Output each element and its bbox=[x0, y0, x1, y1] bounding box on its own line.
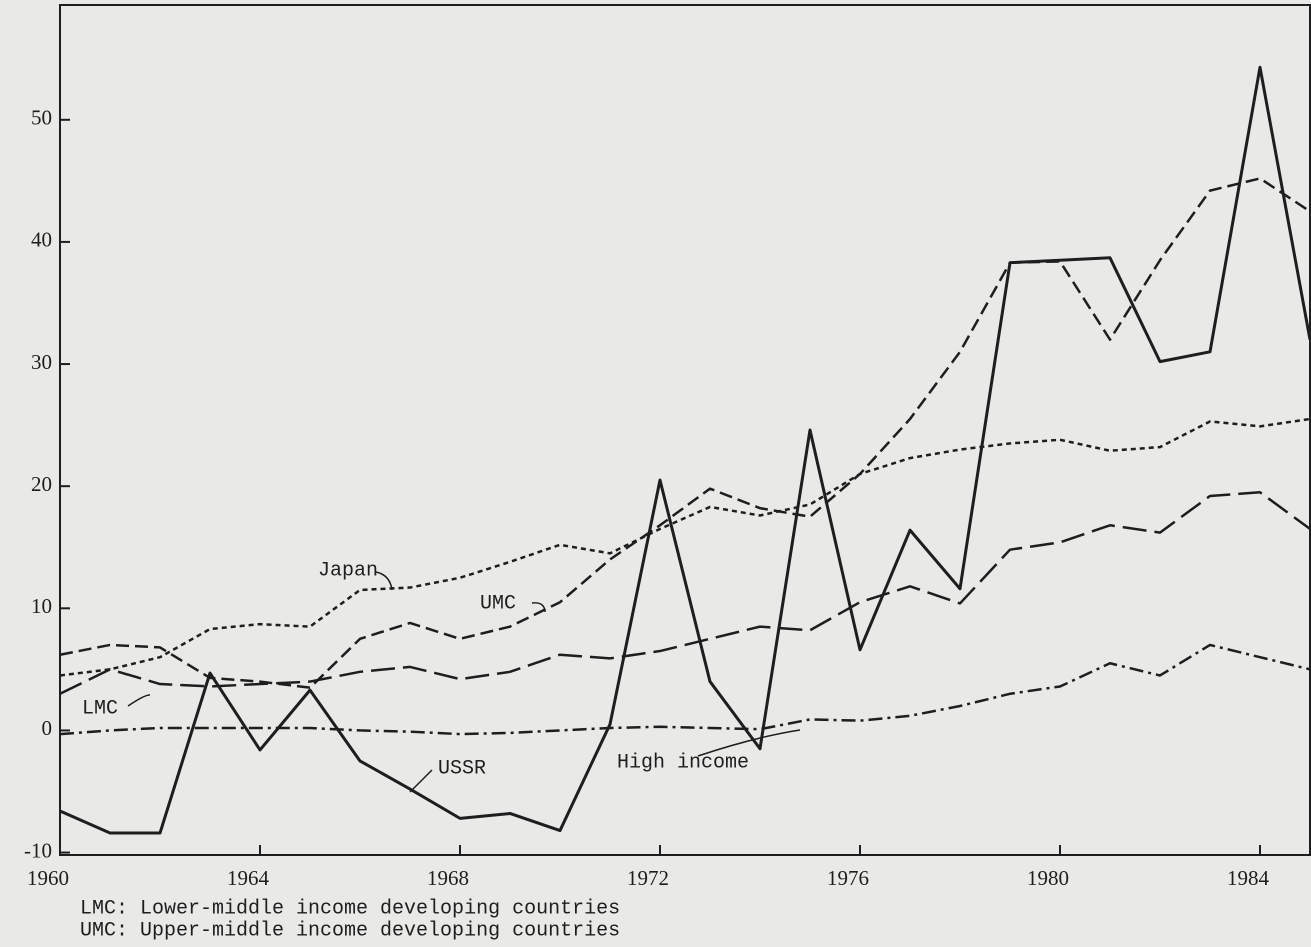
label-arrow bbox=[375, 571, 393, 591]
y-tick-label: 20 bbox=[31, 472, 52, 496]
y-tick-label: 0 bbox=[42, 716, 53, 740]
series-label: LMC bbox=[82, 697, 118, 720]
series-line bbox=[59, 643, 1311, 736]
plot-frame bbox=[59, 4, 1311, 856]
label-arrow bbox=[531, 602, 546, 613]
y-tick-label: 30 bbox=[31, 350, 52, 374]
series-label: Japan bbox=[318, 559, 378, 582]
x-tick-label: 1964 bbox=[227, 866, 270, 890]
series-line bbox=[59, 177, 1311, 689]
footnote: LMC: Lower-middle income developing coun… bbox=[80, 897, 620, 920]
series-label: UMC bbox=[480, 592, 516, 615]
series-label: USSR bbox=[438, 757, 486, 780]
y-tick-label: 40 bbox=[31, 228, 52, 252]
x-tick-label: 1980 bbox=[1027, 866, 1069, 890]
x-tick-label: 1968 bbox=[427, 866, 469, 890]
x-tick-label: 1960 bbox=[27, 866, 69, 890]
series-line bbox=[59, 491, 1311, 695]
y-tick-label: 50 bbox=[31, 106, 52, 130]
x-tick-label: 1972 bbox=[627, 866, 669, 890]
series-line bbox=[59, 417, 1311, 677]
y-tick-label: 10 bbox=[31, 594, 52, 618]
x-tick-label: 1984 bbox=[1227, 866, 1270, 890]
label-arrow bbox=[697, 729, 801, 757]
footnote: UMC: Upper-middle income developing coun… bbox=[80, 919, 620, 942]
label-arrow bbox=[409, 769, 433, 793]
y-tick-label: -10 bbox=[24, 838, 52, 862]
series-label: High income bbox=[617, 751, 749, 774]
series-line bbox=[59, 65, 1311, 835]
label-arrow bbox=[127, 694, 151, 707]
x-tick-label: 1976 bbox=[827, 866, 869, 890]
